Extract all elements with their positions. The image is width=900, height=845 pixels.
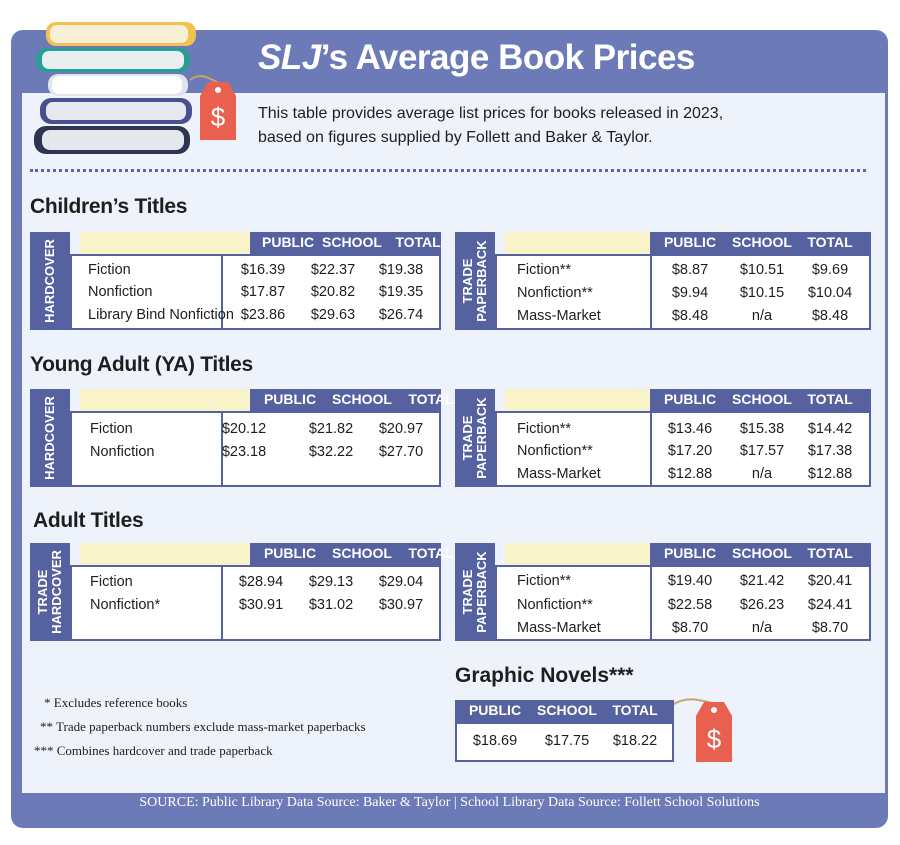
side-label: TRADE HARDCOVER: [30, 543, 70, 641]
highlight-band: [80, 543, 250, 565]
highlight-band: [505, 543, 650, 565]
footnote: * Excludes reference books: [44, 695, 188, 710]
highlight-band: [505, 232, 650, 254]
side-label: TRADE PAPERBACK: [455, 232, 495, 330]
table-row: Mass-Market $8.48 n/a $8.48: [517, 308, 849, 324]
footnote: ** Trade paperback numbers exclude mass-…: [40, 719, 366, 734]
table-row: Fiction $28.94 $29.13 $29.04: [90, 574, 424, 590]
table-row: Fiction $16.39 $22.37 $19.38: [88, 262, 424, 278]
column-header: PUBLIC SCHOOL TOTAL: [250, 389, 454, 411]
svg-text:$: $: [707, 724, 722, 754]
table-body: [455, 722, 674, 762]
table-row: Nonfiction** $17.20 $17.57 $17.38: [517, 443, 853, 459]
table-row: Mass-Market $8.70 n/a $8.70: [517, 620, 849, 636]
section-heading-children: Children’s Titles: [30, 195, 188, 218]
table-row: Nonfiction** $9.94 $10.15 $10.04: [517, 285, 853, 301]
adult-paperback-table: TRADE PAPERBACK PUBLIC SCHOOL TOTAL Ficti…: [455, 543, 871, 641]
dotted-divider: [30, 169, 866, 172]
children-hardcover-table: HARDCOVER PUBLIC SCHOOL TOTAL Fiction $1…: [30, 232, 441, 330]
table-body: [495, 254, 871, 330]
footnote: *** Combines hardcover and trade paperba…: [34, 743, 273, 758]
table-body: [495, 565, 871, 641]
footnotes: * Excludes reference books ** Trade pape…: [34, 695, 366, 767]
ya-paperback-table: TRADE PAPERBACK PUBLIC SCHOOL TOTAL Ficti…: [455, 389, 871, 487]
table-row: Fiction $20.12 $21.82 $20.97: [90, 421, 424, 437]
adult-hardcover-table: TRADE HARDCOVER PUBLIC SCHOOL TOTAL Ficti…: [30, 543, 454, 641]
side-label: HARDCOVER: [30, 232, 70, 330]
column-header: PUBLIC SCHOOL TOTAL: [250, 543, 454, 565]
table-row: Nonfiction $23.18 $32.22 $27.70: [90, 444, 424, 460]
table-row: Fiction** $19.40 $21.42 $20.41: [517, 573, 853, 589]
source-footer: SOURCE: Public Library Data Source: Bake…: [139, 795, 760, 810]
section-heading-ya: Young Adult (YA) Titles: [30, 353, 253, 376]
column-divider: [221, 565, 223, 641]
ya-hardcover-table: HARDCOVER PUBLIC SCHOOL TOTAL Fiction $2…: [30, 389, 454, 487]
column-divider: [221, 254, 223, 330]
table-row: Nonfiction** $22.58 $26.23 $24.41: [517, 597, 853, 613]
table-row: Mass-Market $12.88 n/a $12.88: [517, 466, 853, 482]
table-row: Fiction** $8.87 $10.51 $9.69: [517, 262, 849, 278]
table-body: [70, 565, 441, 641]
table-row: Fiction** $13.46 $15.38 $14.42: [517, 421, 853, 437]
table-row: Library Bind Nonfiction $23.86 $29.63 $2…: [88, 307, 424, 323]
column-header: PUBLIC SCHOOL TOTAL: [650, 232, 871, 254]
page-subtitle: This table provides average list prices …: [258, 105, 724, 146]
highlight-band: [80, 389, 250, 411]
column-header: PUBLIC SCHOOL TOTAL: [455, 700, 674, 722]
svg-text:$: $: [211, 102, 226, 132]
table-body: [70, 411, 441, 487]
section-heading-graphic-novels: Graphic Novels***: [455, 664, 634, 687]
highlight-band: [505, 389, 650, 411]
column-header: PUBLIC SCHOOL TOTAL: [650, 543, 871, 565]
table-row: Nonfiction $17.87 $20.82 $19.35: [88, 284, 424, 300]
side-label: HARDCOVER: [30, 389, 70, 487]
side-label: TRADE PAPERBACK: [455, 543, 495, 641]
column-divider: [650, 565, 652, 641]
section-heading-adult: Adult Titles: [33, 509, 144, 532]
table-body: [70, 254, 441, 330]
table-row: $18.69 $17.75 $18.22: [472, 733, 658, 749]
column-header: PUBLIC SCHOOL TOTAL: [650, 389, 871, 411]
page-title: SLJ’s Average Book Prices: [258, 38, 695, 77]
price-tag-icon: $: [673, 698, 732, 762]
side-label: TRADE PAPERBACK: [455, 389, 495, 487]
column-header: PUBLIC SCHOOL TOTAL: [250, 232, 441, 254]
table-body: [495, 411, 871, 487]
graphic-novels-table: PUBLIC SCHOOL TOTAL $18.69 $17.75 $18.22: [455, 700, 674, 762]
column-divider: [650, 411, 652, 487]
book-stack-icon: [34, 22, 196, 154]
highlight-band: [80, 232, 250, 254]
column-divider: [221, 411, 223, 487]
children-paperback-table: TRADE PAPERBACK PUBLIC SCHOOL TOTAL Ficti…: [455, 232, 871, 330]
price-tag-icon: $: [189, 75, 236, 140]
column-divider: [650, 254, 652, 330]
table-row: Nonfiction* $30.91 $31.02 $30.97: [90, 597, 424, 613]
